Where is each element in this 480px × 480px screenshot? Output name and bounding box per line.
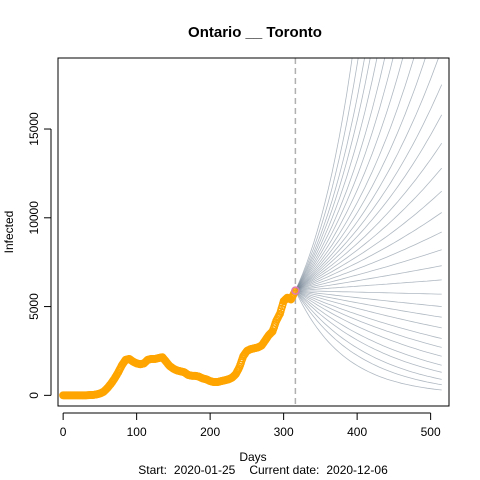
y-tick-label: 5000 [27, 293, 41, 320]
projection-line [295, 290, 442, 348]
projection-line [295, 290, 442, 357]
projection-line [295, 58, 371, 291]
projection-line [295, 58, 415, 291]
projection-line [295, 212, 442, 291]
plot-frame [57, 57, 450, 407]
projection-line [295, 58, 359, 291]
projection-line [295, 58, 426, 291]
last-observed-point [291, 286, 300, 295]
projection-line [295, 58, 386, 291]
projection-line [295, 58, 404, 291]
x-tick-label: 200 [200, 425, 220, 439]
projection-line [295, 290, 442, 318]
projection-line [295, 84, 443, 291]
projection-line [295, 290, 442, 386]
projection-line [295, 279, 442, 291]
projection-line [295, 290, 442, 329]
projection-line [295, 249, 442, 291]
start-label: Start: [138, 463, 167, 477]
projection-line [295, 265, 442, 291]
x-tick-label: 0 [60, 425, 67, 439]
projection-line [295, 290, 442, 391]
projection-line [295, 290, 442, 366]
current-date-label: Current date: [249, 463, 319, 477]
projection-lines [295, 58, 443, 391]
projection-line [295, 167, 443, 291]
y-tick-label: 0 [27, 392, 41, 399]
observed-series [59, 288, 299, 400]
projection-line [295, 290, 442, 295]
chart-title: Ontario __ Toronto [188, 24, 322, 41]
x-axis: 0 100 200 300 400 500 [60, 412, 441, 439]
y-tick-label: 15000 [27, 112, 41, 146]
projection-line [295, 290, 442, 373]
projection-line [295, 290, 442, 307]
projection-line [295, 58, 394, 291]
projection-line [295, 58, 439, 291]
x-tick-label: 100 [127, 425, 147, 439]
projection-line [295, 290, 442, 339]
projection-line [295, 58, 365, 291]
projection-line [295, 58, 378, 291]
projection-line [295, 142, 443, 291]
projection-line [295, 231, 442, 291]
x-tick-label: 400 [347, 425, 367, 439]
y-axis: 0 5000 10000 15000 [27, 112, 52, 399]
date-subtitle: Start: 2020-01-25 Current date: 2020-12-06 [138, 463, 388, 477]
y-axis-label: Infected [2, 211, 16, 254]
projection-line [295, 190, 442, 291]
start-date: 2020-01-25 [174, 463, 236, 477]
projection-line [295, 58, 353, 291]
projection-line [295, 114, 443, 291]
x-tick-label: 300 [274, 425, 294, 439]
y-tick-label: 10000 [27, 201, 41, 235]
x-axis-label: Days [239, 450, 266, 464]
projection-line [295, 290, 442, 380]
current-date: 2020-12-06 [326, 463, 388, 477]
x-tick-label: 500 [421, 425, 441, 439]
